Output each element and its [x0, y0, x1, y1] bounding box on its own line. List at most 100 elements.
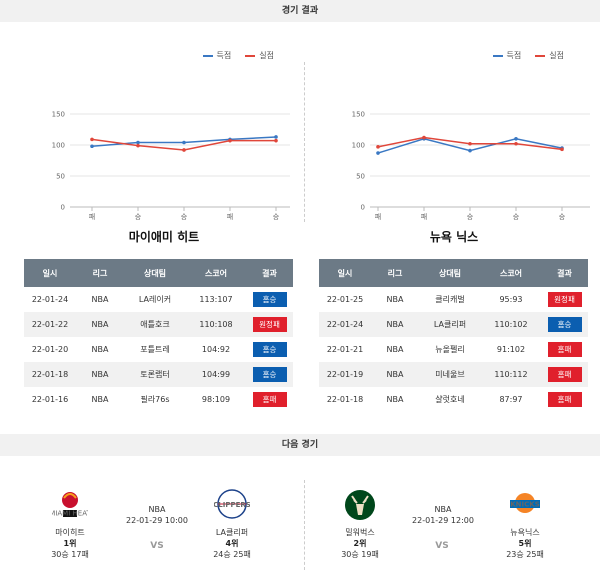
la-clippers-logo: CLIPPERS	[213, 488, 251, 524]
row-score: 110:102	[481, 312, 541, 337]
data-point-scored	[90, 144, 94, 149]
row-score: 110:108	[186, 312, 246, 337]
data-point-scored	[182, 140, 186, 145]
table-row: 22-01-18 NBA 토론랩터 104:99 홈승	[24, 362, 293, 387]
legend-conceded: 실점	[245, 50, 274, 61]
row-opponent: 토론랩터	[124, 362, 186, 387]
data-point-conceded	[182, 148, 186, 152]
miami-heat-logo-text: MIAMI HEAT	[52, 510, 88, 518]
legend-conceded: 실점	[535, 50, 564, 61]
next-home-team: MIAMI HEAT 마이히트 1위 30승 17패	[30, 488, 110, 560]
row-opponent: 클리캐벌	[435, 295, 465, 304]
row-league: NBA	[386, 395, 404, 404]
legend-scored-label: 득점	[216, 51, 232, 60]
results-section-title: 경기 결과	[281, 6, 319, 16]
left-line-chart: 0 50 100 150 패 승 승 패 승	[52, 111, 290, 221]
left-team-title: 마이애미 히트	[128, 230, 200, 244]
x-tick-label: 패	[375, 212, 381, 221]
row-score: 91:102	[496, 345, 526, 354]
x-tick-label: 승	[513, 213, 520, 221]
row-date: 22-01-24	[31, 295, 69, 304]
row-opponent: 애틀호크	[124, 312, 186, 337]
data-point-conceded	[90, 137, 94, 142]
result-badge: 홈승	[252, 367, 287, 382]
team-rank: 1위	[63, 539, 77, 548]
row-league: NBA	[91, 295, 109, 304]
match-datetime: 22-01-29 10:00	[126, 516, 188, 525]
row-league: NBA	[91, 345, 109, 354]
data-point-scored	[376, 151, 380, 155]
row-opponent: LA레이커	[138, 295, 172, 304]
header-date: 일시	[24, 259, 76, 287]
team-name: 마이히트	[55, 528, 85, 537]
left-chart-legend: 득점 실점	[202, 50, 274, 61]
team-record: 23승 25패	[506, 550, 544, 559]
left-chart: 득점 실점 0 50 100 150 패 승 승 패 승	[0, 22, 300, 224]
row-date: 22-01-19	[319, 362, 371, 387]
data-point-scored	[136, 140, 140, 145]
team-name: 뉴욕닉스	[510, 528, 540, 537]
row-score: 113:107	[199, 295, 233, 304]
data-point-conceded	[136, 143, 140, 148]
y-tick-label: 150	[352, 111, 365, 119]
table-header-row: 일시 리그 상대팀 스코어 결과	[24, 259, 293, 287]
header-opponent: 상대팀	[124, 259, 186, 287]
row-opponent: 뉴올펠리	[435, 345, 465, 354]
x-tick-label: 승	[273, 213, 280, 221]
result-badge: 홈패	[252, 392, 287, 407]
table-row: 22-01-16 NBA 필라76s 98:109 홈패	[24, 387, 293, 412]
chart-divider	[304, 62, 305, 222]
row-score: 87:97	[499, 395, 523, 404]
header-opponent: 상대팀	[419, 259, 481, 287]
team-record: 30승 17패	[51, 550, 89, 559]
result-badge: 홈승	[252, 342, 287, 357]
results-section-header: 경기 결과	[0, 0, 600, 22]
match-info: NBA 22-01-29 10:00	[112, 504, 202, 526]
row-date: 22-01-16	[31, 395, 69, 404]
next-game-1: MIAMI HEAT 마이히트 1위 30승 17패 NBA 22-01-29 …	[0, 470, 300, 570]
row-league: NBA	[76, 312, 124, 337]
result-badge: 홈승	[547, 317, 582, 332]
next-home-team: 밀워벅스 2위 30승 19패	[320, 488, 400, 560]
miami-heat-logo: MIAMI HEAT	[49, 488, 91, 524]
y-tick-label: 50	[56, 173, 65, 181]
right-chart: 득점 실점 0 50 100 150 패 패 승 승 승	[300, 22, 600, 224]
table-row: 22-01-22 NBA 애틀호크 110:108 원정패	[24, 312, 293, 337]
data-point-conceded	[560, 147, 564, 152]
row-opponent: 포틀트레	[140, 345, 170, 354]
table-row: 22-01-18 NBA 샬럿호네 87:97 홈패	[319, 387, 588, 412]
next-away-team: KNICKS 뉴욕닉스 5위 23승 25패	[485, 488, 565, 560]
legend-scored-swatch	[202, 54, 213, 57]
header-league: 리그	[76, 259, 124, 287]
header-league: 리그	[371, 259, 419, 287]
header-date: 일시	[319, 259, 371, 287]
next-game-2: 밀워벅스 2위 30승 19패 NBA 22-01-29 12:00 VS KN…	[300, 470, 600, 570]
la-clippers-logo-text: CLIPPERS	[214, 501, 250, 509]
legend-conceded-swatch	[245, 54, 256, 57]
team-record: 24승 25패	[213, 550, 251, 559]
row-opponent: LA클리퍼	[419, 312, 481, 337]
team-name: LA클리퍼	[215, 528, 249, 537]
header-result: 결과	[541, 259, 588, 287]
row-date: 22-01-21	[326, 345, 364, 354]
row-league: NBA	[371, 362, 419, 387]
legend-conceded-label: 실점	[549, 51, 564, 60]
result-badge: 홈승	[252, 292, 287, 307]
match-info: NBA 22-01-29 12:00	[398, 504, 488, 526]
team-rank: 4위	[225, 539, 239, 548]
row-date: 22-01-18	[24, 362, 76, 387]
team-rank: 2위	[353, 539, 367, 548]
table-row: 22-01-20 NBA 포틀트레 104:92 홈승	[24, 337, 293, 362]
y-tick-label: 100	[352, 142, 365, 150]
table-row: 22-01-21 NBA 뉴올펠리 91:102 홈패	[319, 337, 588, 362]
left-results-table: 일시 리그 상대팀 스코어 결과 22-01-24 NBA LA레이커 113:107…	[24, 259, 293, 412]
row-league: NBA	[371, 312, 419, 337]
legend-scored: 득점	[492, 50, 521, 61]
table-row: 22-01-24 NBA LA레이커 113:107 홈승	[24, 287, 293, 312]
x-tick-label: 승	[467, 213, 474, 221]
milwaukee-bucks-logo	[342, 488, 378, 524]
match-league: NBA	[148, 505, 166, 514]
result-badge: 홈패	[547, 367, 582, 382]
row-date: 22-01-25	[326, 295, 364, 304]
data-point-scored	[514, 137, 518, 141]
